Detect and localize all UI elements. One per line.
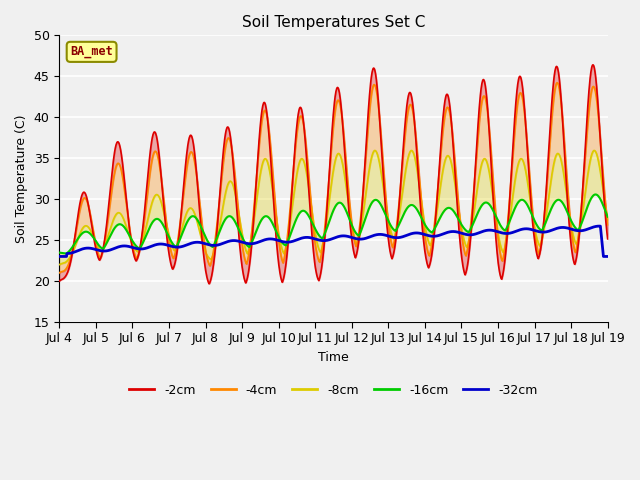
Legend: -2cm, -4cm, -8cm, -16cm, -32cm: -2cm, -4cm, -8cm, -16cm, -32cm [124,379,543,402]
X-axis label: Time: Time [318,351,349,364]
Text: BA_met: BA_met [70,46,113,59]
Y-axis label: Soil Temperature (C): Soil Temperature (C) [15,114,28,243]
Title: Soil Temperatures Set C: Soil Temperatures Set C [242,15,425,30]
